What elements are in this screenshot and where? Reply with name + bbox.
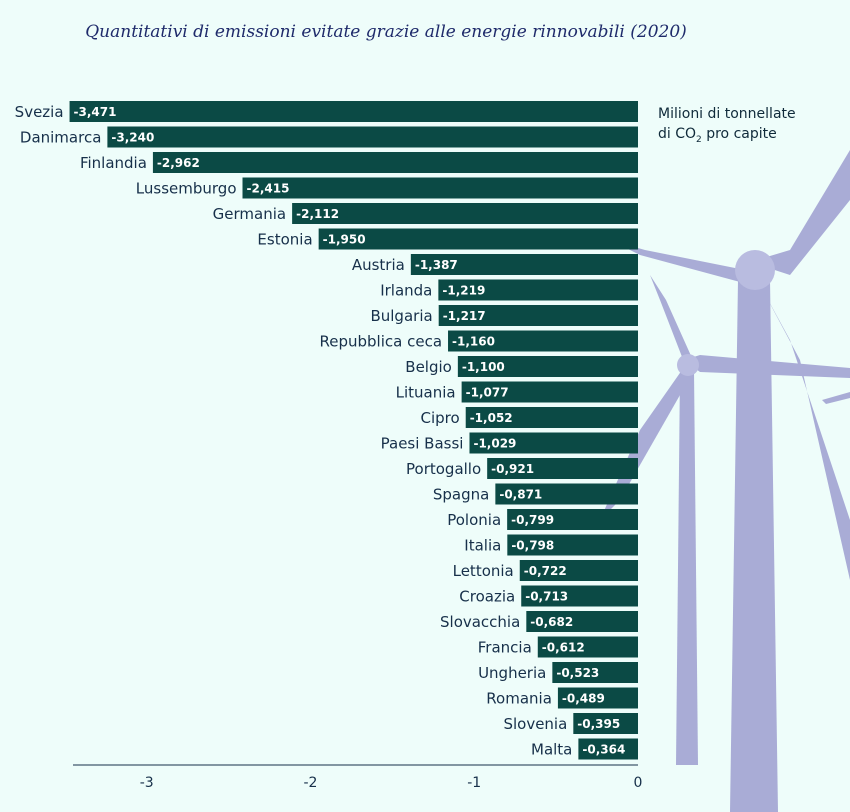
bar bbox=[537, 636, 638, 658]
category-label: Belgio bbox=[405, 358, 452, 376]
bar bbox=[507, 534, 638, 556]
category-label: Paesi Bassi bbox=[381, 435, 464, 453]
category-label: Malta bbox=[531, 741, 572, 759]
bar bbox=[69, 101, 639, 122]
bar-value-label: -3,471 bbox=[74, 105, 117, 119]
bar-value-label: -0,364 bbox=[582, 743, 625, 757]
unit-label-suffix: pro capite bbox=[701, 126, 777, 142]
category-label: Finlandia bbox=[80, 154, 147, 172]
bar bbox=[461, 381, 638, 403]
bar-value-label: -1,950 bbox=[323, 233, 366, 247]
bar bbox=[507, 509, 638, 530]
bar-value-label: -1,100 bbox=[462, 360, 505, 374]
category-label: Bulgaria bbox=[370, 307, 432, 325]
bar-value-label: -0,921 bbox=[491, 462, 534, 476]
bar bbox=[292, 203, 638, 224]
bar bbox=[557, 687, 638, 709]
category-label: Lituania bbox=[396, 384, 456, 402]
unit-label-prefix: di CO bbox=[658, 126, 697, 142]
bar-value-label: -1,077 bbox=[466, 386, 509, 400]
category-label: Ungheria bbox=[478, 664, 546, 682]
category-label: Slovenia bbox=[503, 715, 567, 733]
bar bbox=[521, 585, 638, 607]
category-label: Danimarca bbox=[20, 129, 102, 147]
bar-value-label: -0,799 bbox=[511, 513, 554, 527]
bar bbox=[578, 738, 638, 760]
bar bbox=[318, 228, 638, 250]
bar-value-label: -0,682 bbox=[530, 615, 573, 629]
bar bbox=[410, 254, 638, 275]
bar-value-label: -0,395 bbox=[577, 717, 620, 731]
chart-title: Quantitativi di emissioni evitate grazie… bbox=[85, 22, 687, 42]
bar-value-label: -1,217 bbox=[443, 309, 486, 323]
category-label: Estonia bbox=[257, 231, 312, 249]
x-tick-label: -1 bbox=[467, 775, 481, 791]
category-label: Francia bbox=[478, 639, 532, 657]
bar bbox=[519, 560, 638, 581]
bar bbox=[438, 305, 638, 326]
category-label: Romania bbox=[486, 690, 552, 708]
bar-value-label: -2,962 bbox=[157, 156, 200, 170]
bars-group: -3,471 Svezia -3,240 Danimarca -2,962 Finland… bbox=[15, 101, 639, 760]
unit-label-subscript: 2 bbox=[696, 134, 702, 145]
category-label: Austria bbox=[352, 256, 405, 274]
unit-label-line2: di CO2 pro capite bbox=[658, 124, 796, 150]
category-label: Germania bbox=[213, 205, 286, 223]
bar bbox=[465, 407, 638, 428]
bar-value-label: -0,713 bbox=[525, 590, 568, 604]
bar bbox=[457, 356, 638, 377]
bar-value-label: -1,219 bbox=[442, 284, 485, 298]
bar bbox=[107, 126, 639, 148]
bar bbox=[469, 432, 638, 454]
bar bbox=[152, 152, 639, 173]
bar bbox=[487, 458, 638, 479]
bar bbox=[552, 662, 638, 683]
bar bbox=[448, 330, 638, 352]
bar-value-label: -0,612 bbox=[542, 641, 585, 655]
bar-value-label: -1,160 bbox=[452, 335, 495, 349]
wind-turbine-illustration bbox=[600, 150, 850, 812]
bar bbox=[242, 177, 638, 199]
category-label: Slovacchia bbox=[440, 613, 520, 631]
bar-value-label: -2,415 bbox=[247, 182, 290, 196]
bar-value-label: -0,871 bbox=[499, 488, 542, 502]
category-label: Cipro bbox=[421, 409, 460, 427]
bar bbox=[573, 713, 638, 734]
category-label: Croazia bbox=[459, 588, 515, 606]
bar bbox=[495, 483, 638, 505]
x-axis: -3 -2 -1 0 bbox=[73, 764, 643, 791]
x-tick-label: -2 bbox=[303, 775, 317, 791]
category-label: Spagna bbox=[433, 486, 489, 504]
category-label: Polonia bbox=[447, 511, 501, 529]
category-label: Italia bbox=[464, 537, 501, 555]
x-tick-label: -3 bbox=[140, 775, 154, 791]
bar bbox=[526, 611, 638, 632]
category-label: Irlanda bbox=[380, 282, 432, 300]
unit-label: Milioni di tonnellate di CO2 pro capite bbox=[658, 104, 796, 150]
bar-value-label: -0,523 bbox=[556, 666, 599, 680]
category-label: Portogallo bbox=[406, 460, 481, 478]
unit-label-line1: Milioni di tonnellate bbox=[658, 106, 796, 122]
category-label: Repubblica ceca bbox=[320, 333, 443, 351]
category-label: Svezia bbox=[15, 103, 64, 121]
category-label: Lettonia bbox=[453, 562, 514, 580]
bar-value-label: -0,722 bbox=[524, 564, 567, 578]
bar-value-label: -2,112 bbox=[296, 207, 339, 221]
bar-value-label: -1,052 bbox=[470, 411, 513, 425]
bar-value-label: -0,798 bbox=[511, 539, 554, 553]
bar-value-label: -1,029 bbox=[473, 437, 516, 451]
bar bbox=[438, 279, 638, 301]
category-label: Lussemburgo bbox=[136, 180, 237, 198]
x-tick-label: 0 bbox=[634, 775, 643, 791]
bar-value-label: -3,240 bbox=[111, 131, 154, 145]
bar-value-label: -0,489 bbox=[562, 692, 605, 706]
bar-value-label: -1,387 bbox=[415, 258, 458, 272]
